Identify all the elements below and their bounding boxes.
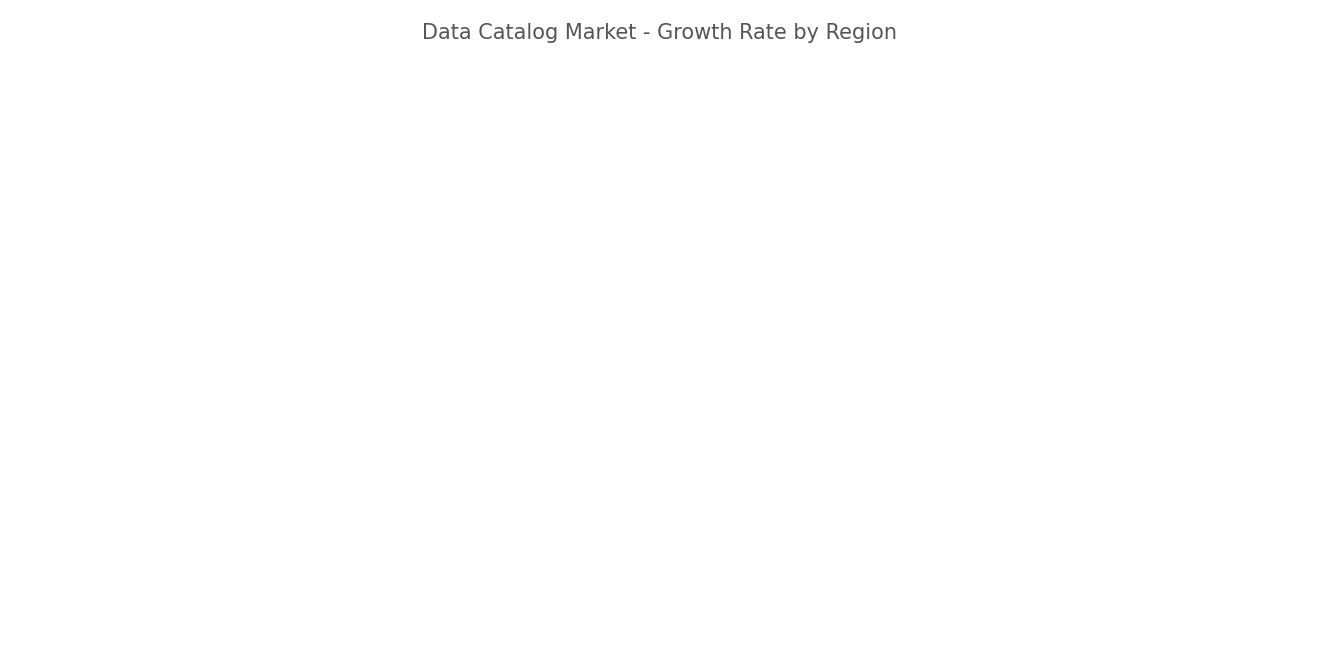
Text: Data Catalog Market - Growth Rate by Region: Data Catalog Market - Growth Rate by Reg… bbox=[422, 23, 898, 43]
